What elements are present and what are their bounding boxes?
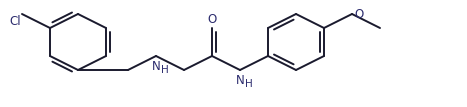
Text: O: O (207, 13, 217, 26)
Text: H: H (161, 65, 169, 75)
Text: H: H (245, 79, 253, 89)
Text: N: N (152, 60, 160, 73)
Text: O: O (354, 7, 363, 21)
Text: N: N (236, 74, 244, 87)
Text: Cl: Cl (9, 15, 21, 28)
